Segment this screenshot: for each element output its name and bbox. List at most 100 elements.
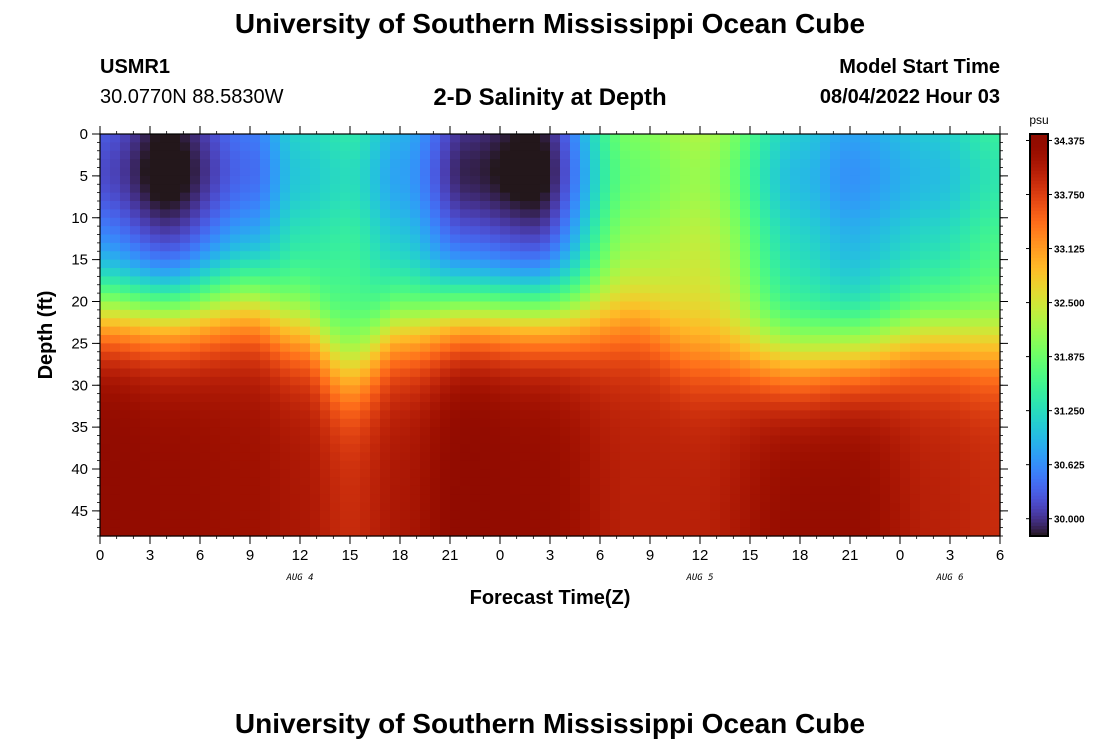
heatmap-cell (430, 335, 441, 344)
heatmap-cell (330, 309, 341, 319)
heatmap-cell (630, 410, 641, 420)
heatmap-cell (410, 443, 421, 453)
heatmap-cell (930, 184, 941, 194)
heatmap-cell (670, 184, 681, 194)
heatmap-cell (650, 309, 661, 319)
heatmap-cell (580, 142, 591, 152)
heatmap-cell (160, 175, 171, 185)
heatmap-cell (470, 477, 481, 487)
heatmap-cell (320, 485, 331, 495)
heatmap-cell (510, 276, 521, 286)
heatmap-cell (430, 469, 441, 478)
heatmap-cell (500, 192, 511, 202)
heatmap-cell (430, 150, 441, 160)
heatmap-cell (480, 435, 491, 445)
heatmap-cell (680, 410, 691, 420)
heatmap-cell (650, 175, 661, 185)
y-tick-label: 40 (71, 461, 88, 478)
heatmap-cell (960, 201, 971, 210)
heatmap-cell (470, 443, 481, 453)
heatmap-cell (950, 368, 961, 378)
heatmap-cell (230, 318, 241, 328)
heatmap-cell (710, 360, 721, 370)
heatmap-cell (960, 410, 971, 420)
heatmap-cell (850, 527, 861, 537)
heatmap-cell (300, 175, 311, 185)
heatmap-cell (760, 510, 771, 520)
heatmap-cell (370, 335, 381, 344)
heatmap-cell (560, 175, 571, 185)
heatmap-cell (150, 226, 161, 236)
heatmap-cell (140, 494, 151, 504)
heatmap-cell (430, 217, 441, 227)
heatmap-cell (790, 510, 801, 520)
heatmap-cell (560, 293, 571, 303)
heatmap-cell (250, 443, 261, 453)
heatmap-cell (680, 251, 691, 261)
heatmap-cell (630, 326, 641, 336)
heatmap-cell (600, 293, 611, 303)
page-title: University of Southern Mississippi Ocean… (234, 8, 866, 39)
heatmap-cell (250, 150, 261, 160)
colorbar-ticks: 34.37533.75033.12532.50031.87531.25030.6… (1026, 136, 1085, 526)
heatmap-cell (730, 460, 741, 470)
heatmap-cell (840, 251, 851, 261)
heatmap-cell (700, 259, 711, 269)
heatmap-cell (140, 485, 151, 495)
heatmap-cell (390, 209, 401, 219)
heatmap-cell (980, 485, 991, 495)
colorbar-segment (1030, 499, 1048, 504)
heatmap-cell (120, 159, 131, 169)
heatmap-cell (630, 385, 641, 395)
heatmap-cell (220, 460, 231, 470)
heatmap-cell (410, 217, 421, 227)
heatmap-cell (630, 510, 641, 520)
heatmap-cell (420, 427, 431, 437)
heatmap-cell (320, 326, 331, 336)
heatmap-cell (500, 251, 511, 261)
heatmap-cell (460, 309, 471, 319)
heatmap-cell (520, 435, 531, 445)
colorbar-segment (1030, 402, 1048, 406)
colorbar-tick-label: 33.125 (1054, 245, 1085, 256)
heatmap-cell (490, 134, 501, 143)
heatmap-cell (370, 469, 381, 478)
heatmap-cell (720, 142, 731, 152)
heatmap-cell (380, 435, 391, 445)
heatmap-cell (690, 259, 701, 269)
heatmap-cell (770, 226, 781, 236)
heatmap-cell (440, 494, 451, 504)
heatmap-cell (670, 477, 681, 487)
heatmap-cell (230, 268, 241, 277)
heatmap-cell (680, 402, 691, 411)
heatmap-cell (240, 175, 251, 185)
heatmap-cell (570, 259, 581, 269)
heatmap-cell (120, 510, 131, 520)
heatmap-cell (470, 167, 481, 177)
heatmap-cell (200, 469, 211, 478)
heatmap-cell (960, 192, 971, 202)
heatmap-cell (550, 368, 561, 378)
heatmap-cell (860, 477, 871, 487)
heatmap-cell (310, 217, 321, 227)
heatmap-cell (800, 410, 811, 420)
heatmap-cell (250, 410, 261, 420)
heatmap-cell (810, 284, 821, 294)
heatmap-cell (800, 318, 811, 328)
colorbar-segment (1030, 361, 1048, 366)
heatmap-cell (520, 519, 531, 529)
heatmap-cell (270, 159, 281, 169)
colorbar-segment (1030, 338, 1048, 343)
heatmap-cell (480, 192, 491, 202)
heatmap-cell (660, 276, 671, 286)
heatmap-cell (830, 519, 841, 529)
heatmap-cell (830, 360, 841, 370)
heatmap-cell (850, 284, 861, 294)
heatmap-cell (720, 318, 731, 328)
heatmap-cell (120, 519, 131, 529)
heatmap-cell (490, 217, 501, 227)
heatmap-cell (600, 226, 611, 236)
heatmap-cell (910, 351, 921, 361)
heatmap-cell (600, 259, 611, 269)
heatmap-cell (580, 184, 591, 194)
